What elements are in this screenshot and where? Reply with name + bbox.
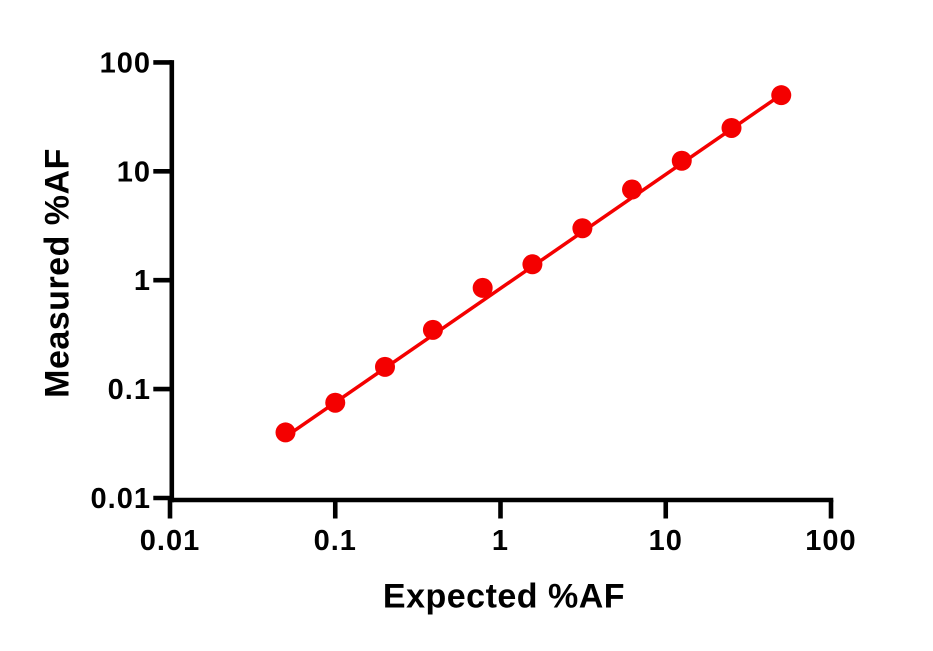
y-tick-label: 100 [100,47,151,79]
x-tick-label: 100 [805,525,856,557]
data-point [671,150,692,171]
data-point [422,319,443,340]
data-point [572,218,593,239]
data-point [622,179,643,200]
x-tick-label: 1 [492,525,509,557]
y-tick-label: 10 [117,156,151,188]
data-point [472,277,493,298]
x-axis-title: Expected %AF [382,577,626,616]
data-point [275,422,296,443]
y-axis-title: Measured %AF [38,148,77,398]
x-tick-label: 0.1 [314,525,357,557]
y-tick-label: 0.01 [91,483,151,515]
x-tick-label: 0.01 [140,525,200,557]
x-tick-label: 10 [649,525,683,557]
data-point [771,85,792,106]
data-point [522,254,543,275]
data-point [721,117,742,138]
y-tick-label: 0.1 [108,374,151,406]
y-tick-label: 1 [134,265,151,297]
data-point [325,392,346,413]
data-point [374,356,395,377]
